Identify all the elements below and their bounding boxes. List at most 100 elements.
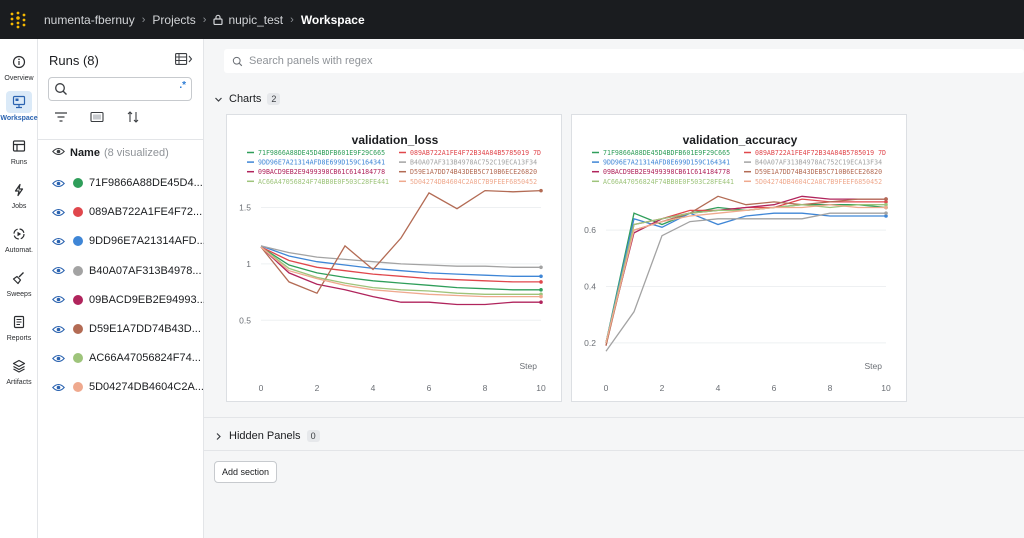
series-line[interactable]: [605, 195, 886, 343]
x-tick-label: 10: [881, 383, 891, 393]
nav-label: Artifacts: [6, 379, 32, 386]
run-color-dot[interactable]: [73, 382, 83, 393]
chart-panel-validation-loss[interactable]: validation_loss 71F9866A88DE45D4BDFB601E9…: [226, 114, 562, 402]
eye-icon[interactable]: [52, 325, 65, 334]
run-row[interactable]: B40A07AF313B4978...: [52, 263, 202, 279]
nav-item-overview[interactable]: Overview: [0, 51, 38, 82]
x-axis-label: Step: [520, 361, 538, 371]
panel-search-placeholder: Search panels with regex: [249, 55, 373, 67]
run-color-dot[interactable]: [73, 236, 83, 247]
run-name[interactable]: D59E1A7DD74B43D...: [89, 323, 201, 335]
series-line[interactable]: [260, 246, 541, 298]
series-line[interactable]: [260, 245, 541, 277]
divider: [38, 139, 203, 140]
run-name[interactable]: 089AB722A1FE4F72...: [89, 206, 203, 219]
legend-entry: 71F9866A88DE45D4BDFB601E9F29C665: [603, 149, 730, 157]
report-icon: [6, 311, 32, 333]
series-line[interactable]: [260, 245, 541, 268]
eye-icon[interactable]: [52, 295, 65, 304]
run-color-dot[interactable]: [73, 178, 83, 188]
run-row[interactable]: 089AB722A1FE4F72...: [52, 204, 202, 220]
chevron-down-icon: [214, 95, 223, 104]
add-section-button[interactable]: Add section: [214, 461, 277, 483]
filter-icon[interactable]: [54, 111, 68, 123]
name-column-header[interactable]: Name (8 visualized): [52, 147, 169, 159]
series-end-point: [884, 205, 888, 210]
run-name[interactable]: 9DD96E7A21314AFD...: [89, 235, 206, 248]
x-tick-label: 4: [371, 383, 376, 393]
regex-toggle[interactable]: .*: [179, 80, 186, 91]
nav-item-automations[interactable]: Automat.: [0, 223, 38, 254]
y-tick-label: 0.2: [584, 338, 596, 348]
charts-section-header[interactable]: Charts 2: [214, 93, 281, 105]
runs-panel: Runs (8) .* Name (8 visualized) 71F9866A…: [38, 39, 206, 538]
series-end-point: [539, 300, 543, 305]
chart-title: validation_loss: [352, 133, 439, 147]
run-color-dot[interactable]: [73, 294, 83, 305]
breadcrumb-projects[interactable]: Projects: [152, 12, 196, 27]
eye-icon[interactable]: [52, 354, 65, 363]
run-color-dot[interactable]: [73, 265, 83, 276]
info-icon: [6, 51, 32, 73]
eye-icon[interactable]: [52, 179, 65, 188]
nav-item-artifacts[interactable]: Artifacts: [0, 355, 38, 386]
series-line[interactable]: [605, 212, 886, 352]
chart-title: validation_accuracy: [683, 133, 798, 147]
chevron-right-icon: [214, 432, 223, 441]
y-tick-label: 1.5: [239, 203, 251, 213]
legend-entry: D59E1A7DD74B43DEB5C710B6ECE26820: [755, 168, 882, 176]
nav-item-runs[interactable]: Runs: [0, 135, 38, 166]
runs-search-input[interactable]: .*: [48, 77, 192, 101]
nav-item-reports[interactable]: Reports: [0, 311, 38, 342]
run-row[interactable]: D59E1A7DD74B43D...: [52, 321, 201, 337]
series-line[interactable]: [260, 246, 541, 306]
run-color-dot[interactable]: [73, 324, 83, 334]
run-row[interactable]: AC66A47056824F74...: [52, 350, 201, 366]
legend-entry: 089AB722A1FE4F72B34A84B5785019 7D: [410, 149, 541, 157]
hidden-panels-header[interactable]: Hidden Panels 0: [214, 430, 320, 442]
run-name[interactable]: B40A07AF313B4978...: [89, 264, 202, 277]
series-line[interactable]: [260, 189, 542, 295]
eye-icon[interactable]: [52, 147, 65, 159]
nav-item-sweeps[interactable]: Sweeps: [0, 267, 38, 298]
table-view-icon[interactable]: [175, 53, 193, 68]
series-line[interactable]: [260, 246, 541, 295]
hidden-count-badge: 0: [306, 430, 320, 442]
run-name[interactable]: 71F9866A88DE45D4...: [89, 177, 203, 189]
run-row[interactable]: 9DD96E7A21314AFD...: [52, 233, 206, 249]
sort-icon[interactable]: [126, 111, 140, 123]
series-line[interactable]: [260, 246, 541, 291]
legend-entry: AC66A47056824F74BB0E0F503C28FE441: [603, 178, 734, 186]
run-row[interactable]: 71F9866A88DE45D4...: [52, 175, 203, 191]
x-tick-label: 0: [604, 383, 609, 393]
run-color-dot[interactable]: [73, 353, 83, 364]
series-end-point: [884, 214, 888, 218]
run-color-dot[interactable]: [73, 207, 83, 218]
run-name[interactable]: 5D04274DB4604C2A...: [89, 381, 204, 394]
series-line[interactable]: [605, 212, 886, 343]
eye-icon[interactable]: [52, 208, 65, 217]
legend-entry: 09BACD9EB2E9499398CB61C614184778: [258, 168, 385, 176]
eye-icon[interactable]: [52, 383, 65, 392]
run-name[interactable]: AC66A47056824F74...: [89, 352, 201, 365]
run-name[interactable]: 09BACD9EB2E94993...: [89, 293, 206, 306]
panel-search-input[interactable]: Search panels with regex: [224, 49, 1024, 73]
series-line[interactable]: [605, 204, 886, 343]
series-line[interactable]: [260, 246, 541, 283]
run-row[interactable]: 09BACD9EB2E94993...: [52, 292, 206, 308]
eye-icon[interactable]: [52, 266, 65, 275]
run-row[interactable]: 5D04274DB4604C2A...: [52, 379, 204, 395]
legend-entry: 089AB722A1FE4F72B34A84B5785019 7D: [755, 149, 886, 157]
nav-item-jobs[interactable]: Jobs: [0, 179, 38, 210]
chart-panel-validation-accuracy[interactable]: validation_accuracy 71F9866A88DE45D4BDFB6…: [571, 114, 907, 402]
nav-label: Workspace: [0, 115, 38, 122]
eye-icon[interactable]: [52, 237, 65, 246]
breadcrumb-org[interactable]: numenta-fbernuy: [44, 12, 135, 27]
nav-label: Reports: [6, 335, 32, 342]
x-axis-label: Step: [865, 361, 883, 371]
breadcrumb-project[interactable]: nupic_test: [228, 12, 284, 27]
nav-item-workspace[interactable]: Workspace: [0, 91, 38, 122]
breadcrumb-current: Workspace: [300, 12, 365, 27]
wandb-logo-icon[interactable]: [0, 0, 36, 39]
group-icon[interactable]: [90, 111, 104, 123]
